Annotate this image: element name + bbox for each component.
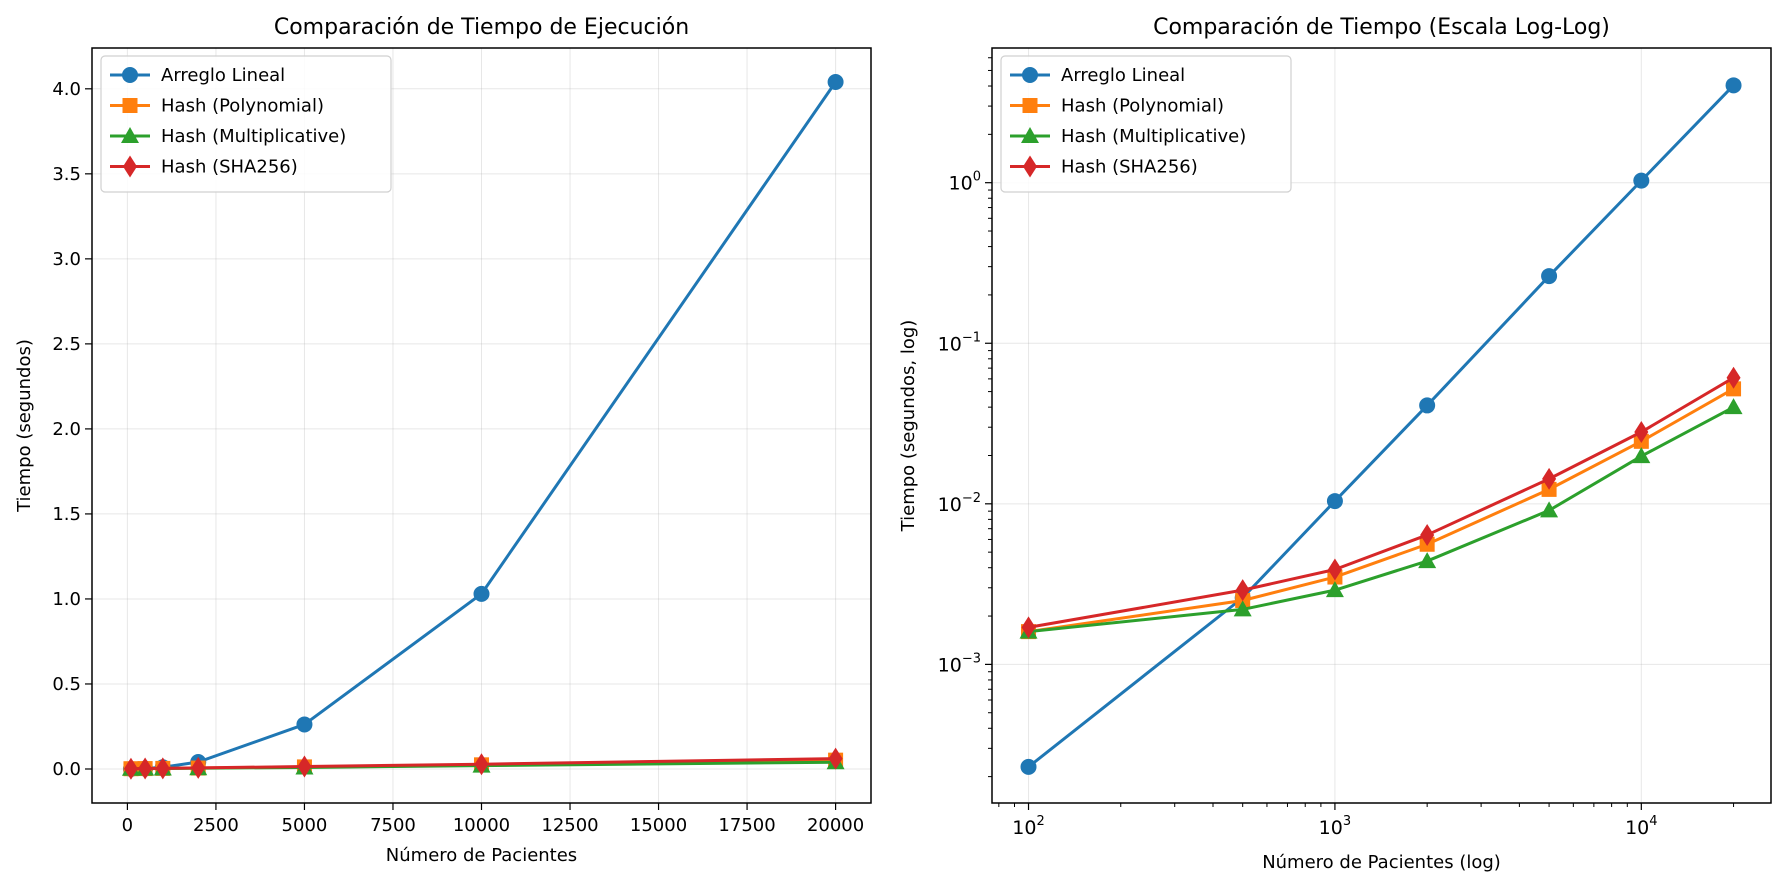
legend: Arreglo Lineal Hash (Polynomial) Hash (Mul… <box>1000 55 1292 193</box>
legend-item: Hash (SHA256) <box>110 155 298 178</box>
data-point <box>123 757 138 780</box>
legend-item: Hash (Polynomial) <box>1010 96 1224 117</box>
x-tick-label: 20000 <box>807 815 864 836</box>
legend-item: Hash (SHA256) <box>1010 155 1198 178</box>
y-tick-label: 1.5 <box>52 504 81 525</box>
plot-frame <box>991 47 1772 804</box>
series-hash-sha256 <box>1021 366 1741 639</box>
x-tick-label: 15000 <box>630 815 687 836</box>
legend-label: Hash (Polynomial) <box>161 96 324 117</box>
y-tick-label: 3.0 <box>52 249 81 270</box>
data-point <box>191 756 206 779</box>
legend-marker <box>1022 67 1038 83</box>
data-point <box>1540 501 1559 518</box>
linear-chart-panel: 0 2500 5000 7500 10000 12500 15000 17500 20000 0.… <box>14 15 872 866</box>
legend-item: Hash (Multiplicative) <box>110 126 346 147</box>
y-tick-label: 2.5 <box>52 334 81 355</box>
legend-marker <box>122 98 138 113</box>
legend-marker <box>1021 127 1039 143</box>
legend-box <box>1000 55 1292 193</box>
data-point <box>827 74 844 91</box>
x-tick-label: 10000 <box>453 815 510 836</box>
y-tick-label: 10−1 <box>938 330 981 355</box>
data-point <box>1541 268 1558 285</box>
legend: Arreglo Lineal Hash (Polynomial) Hash (Mul… <box>100 55 392 193</box>
chart-title: Comparación de Tiempo (Escala Log-Log) <box>1153 15 1610 40</box>
legend-label: Arreglo Lineal <box>1061 65 1185 86</box>
x-tick-label: 104 <box>1625 814 1657 839</box>
y-tick-label: 2.0 <box>52 419 81 440</box>
x-tick-label: 5000 <box>282 815 328 836</box>
series-hash-sha256 <box>123 747 843 780</box>
data-point <box>828 747 843 770</box>
x-tick-label: 2500 <box>193 815 239 836</box>
y-tick-label: 1.0 <box>52 589 81 610</box>
data-point <box>1235 579 1250 602</box>
legend-box <box>100 55 392 193</box>
y-axis-label: Tiempo (segundos, log) <box>898 320 919 533</box>
data-point <box>1418 552 1437 569</box>
data-point <box>297 755 312 778</box>
data-point <box>1233 600 1252 617</box>
y-axis-label: Tiempo (segundos) <box>14 339 35 513</box>
y-tick-label: 0.0 <box>52 759 81 780</box>
data-point <box>1726 381 1742 397</box>
data-point <box>1724 398 1743 415</box>
data-point <box>1726 366 1741 389</box>
legend-marker <box>121 127 139 143</box>
y-tick-label: 3.5 <box>52 164 81 185</box>
y-tick-label: 10−2 <box>938 491 981 516</box>
legend-item: Arreglo Lineal <box>1010 65 1185 86</box>
legend-item: Arreglo Lineal <box>110 65 285 86</box>
x-tick-label: 17500 <box>718 815 775 836</box>
x-axis-label: Número de Pacientes <box>386 845 577 866</box>
x-tick-label: 0 <box>122 815 133 836</box>
data-point <box>1326 493 1343 510</box>
x-axis-label: Número de Pacientes (log) <box>1262 852 1501 873</box>
series-hash-multiplicative <box>1019 398 1743 639</box>
legend-marker <box>123 155 137 178</box>
data-point <box>1419 397 1436 414</box>
data-point <box>1634 421 1649 444</box>
loglog-chart-panel: 102 103 104 10−3 10−2 10−1 100 Comparación de T… <box>898 15 1772 873</box>
data-point <box>1327 558 1342 581</box>
data-point <box>138 757 153 780</box>
y-tick-label: 10−3 <box>938 651 981 676</box>
legend-label: Arreglo Lineal <box>161 65 285 86</box>
legend-label: Hash (SHA256) <box>1061 157 1198 178</box>
data-point <box>1020 758 1037 775</box>
x-tick-label: 12500 <box>541 815 598 836</box>
legend-marker <box>122 67 138 83</box>
data-point <box>1325 581 1344 598</box>
legend-label: Hash (Polynomial) <box>1061 96 1224 117</box>
x-tick-label: 7500 <box>370 815 416 836</box>
data-point <box>474 753 489 776</box>
x-tick-label: 103 <box>1319 814 1351 839</box>
y-tick-label: 100 <box>949 170 981 195</box>
legend-marker <box>1023 155 1037 178</box>
legend-label: Hash (Multiplicative) <box>1061 126 1246 147</box>
data-point <box>155 757 170 780</box>
legend-label: Hash (SHA256) <box>161 157 298 178</box>
data-point <box>1725 77 1742 94</box>
data-point <box>296 716 313 733</box>
legend-item: Hash (Polynomial) <box>110 96 324 117</box>
legend-marker <box>1022 98 1038 113</box>
data-point <box>1633 172 1650 189</box>
data-point <box>1021 616 1036 639</box>
y-tick-label: 4.0 <box>52 79 81 100</box>
x-tick-label: 102 <box>1012 814 1044 839</box>
y-tick-label: 0.5 <box>52 674 81 695</box>
chart-title: Comparación de Tiempo de Ejecución <box>274 15 689 40</box>
legend-item: Hash (Multiplicative) <box>1010 126 1246 147</box>
data-point <box>1632 447 1651 464</box>
data-point <box>473 585 490 602</box>
data-point <box>1542 467 1557 490</box>
legend-label: Hash (Multiplicative) <box>161 126 346 147</box>
data-point <box>1420 523 1435 546</box>
